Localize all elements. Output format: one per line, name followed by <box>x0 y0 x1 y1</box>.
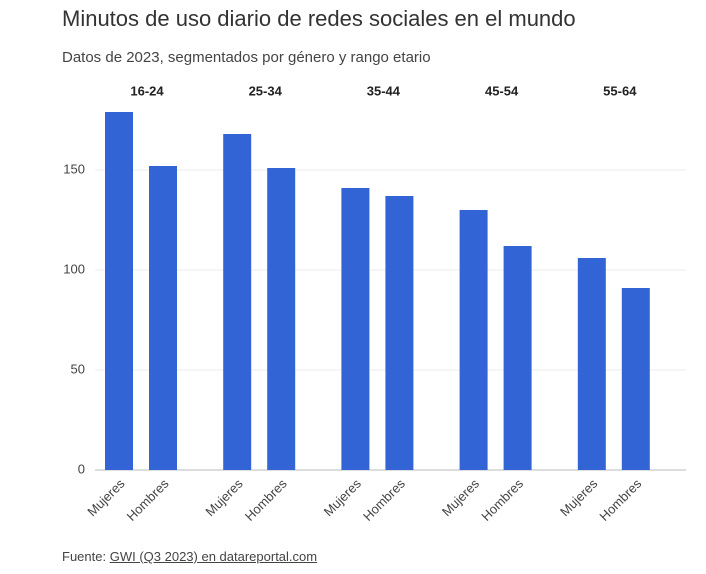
source-prefix: Fuente: <box>62 549 107 564</box>
facet-title: 45-54 <box>485 83 519 98</box>
y-tick-label: 0 <box>78 461 85 476</box>
facet-title: 16-24 <box>130 83 164 98</box>
facet-title: 25-34 <box>249 83 283 98</box>
bar <box>577 258 606 470</box>
x-tick-label: Mujeres <box>321 476 365 520</box>
x-tick-label: Hombres <box>596 476 644 524</box>
bar <box>459 210 488 470</box>
bar <box>503 246 532 470</box>
x-tick-label: Hombres <box>242 476 290 524</box>
bar <box>385 196 414 470</box>
chart-subtitle: Datos de 2023, segmentados por género y … <box>62 49 431 66</box>
chart-title: Minutos de uso diario de redes sociales … <box>62 6 576 31</box>
bar <box>267 168 296 470</box>
bar <box>149 166 177 470</box>
y-tick-label: 150 <box>63 161 85 176</box>
y-tick-label: 50 <box>71 361 85 376</box>
bar <box>105 112 133 470</box>
x-tick-label: Mujeres <box>557 476 601 520</box>
facet-title: 55-64 <box>603 83 637 98</box>
x-tick-label: Mujeres <box>84 476 128 520</box>
bar <box>341 188 370 470</box>
x-tick-label: Hombres <box>360 476 408 524</box>
bar <box>621 288 650 470</box>
facet-title: 35-44 <box>367 83 401 98</box>
x-tick-label: Mujeres <box>202 476 246 520</box>
x-tick-label: Hombres <box>478 476 526 524</box>
x-tick-label: Hombres <box>124 476 172 524</box>
source: Fuente: GWI (Q3 2023) en datareportal.co… <box>62 549 317 564</box>
source-link[interactable]: GWI (Q3 2023) en datareportal.com <box>109 549 318 564</box>
x-tick-label: Mujeres <box>439 476 483 520</box>
bar <box>223 134 252 470</box>
y-tick-label: 100 <box>63 261 85 276</box>
